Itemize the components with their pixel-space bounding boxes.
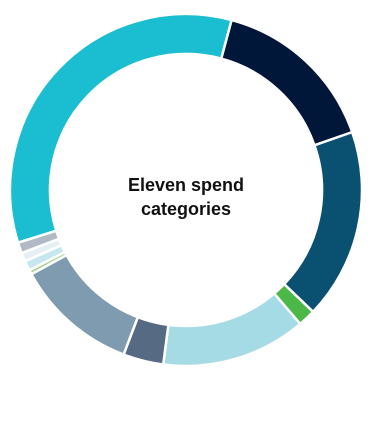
center-label: Eleven spend categories xyxy=(127,175,245,219)
donut-segment-2 xyxy=(282,130,364,314)
donut-segment-11 xyxy=(8,12,233,244)
donut-segments xyxy=(8,12,364,368)
donut-segment-1 xyxy=(219,18,354,147)
donut-segment-6 xyxy=(30,253,140,356)
donut-segment-4 xyxy=(161,292,302,368)
